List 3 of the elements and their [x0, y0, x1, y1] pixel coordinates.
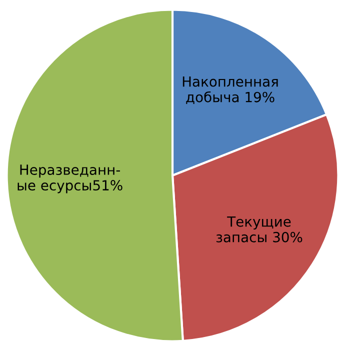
slice-label: Текущие запасы 30% — [216, 216, 302, 242]
slice-label: Накопленная добыча 19% — [182, 76, 278, 104]
slice-label: Неразведанн- ые есурсы51% — [18, 164, 122, 194]
